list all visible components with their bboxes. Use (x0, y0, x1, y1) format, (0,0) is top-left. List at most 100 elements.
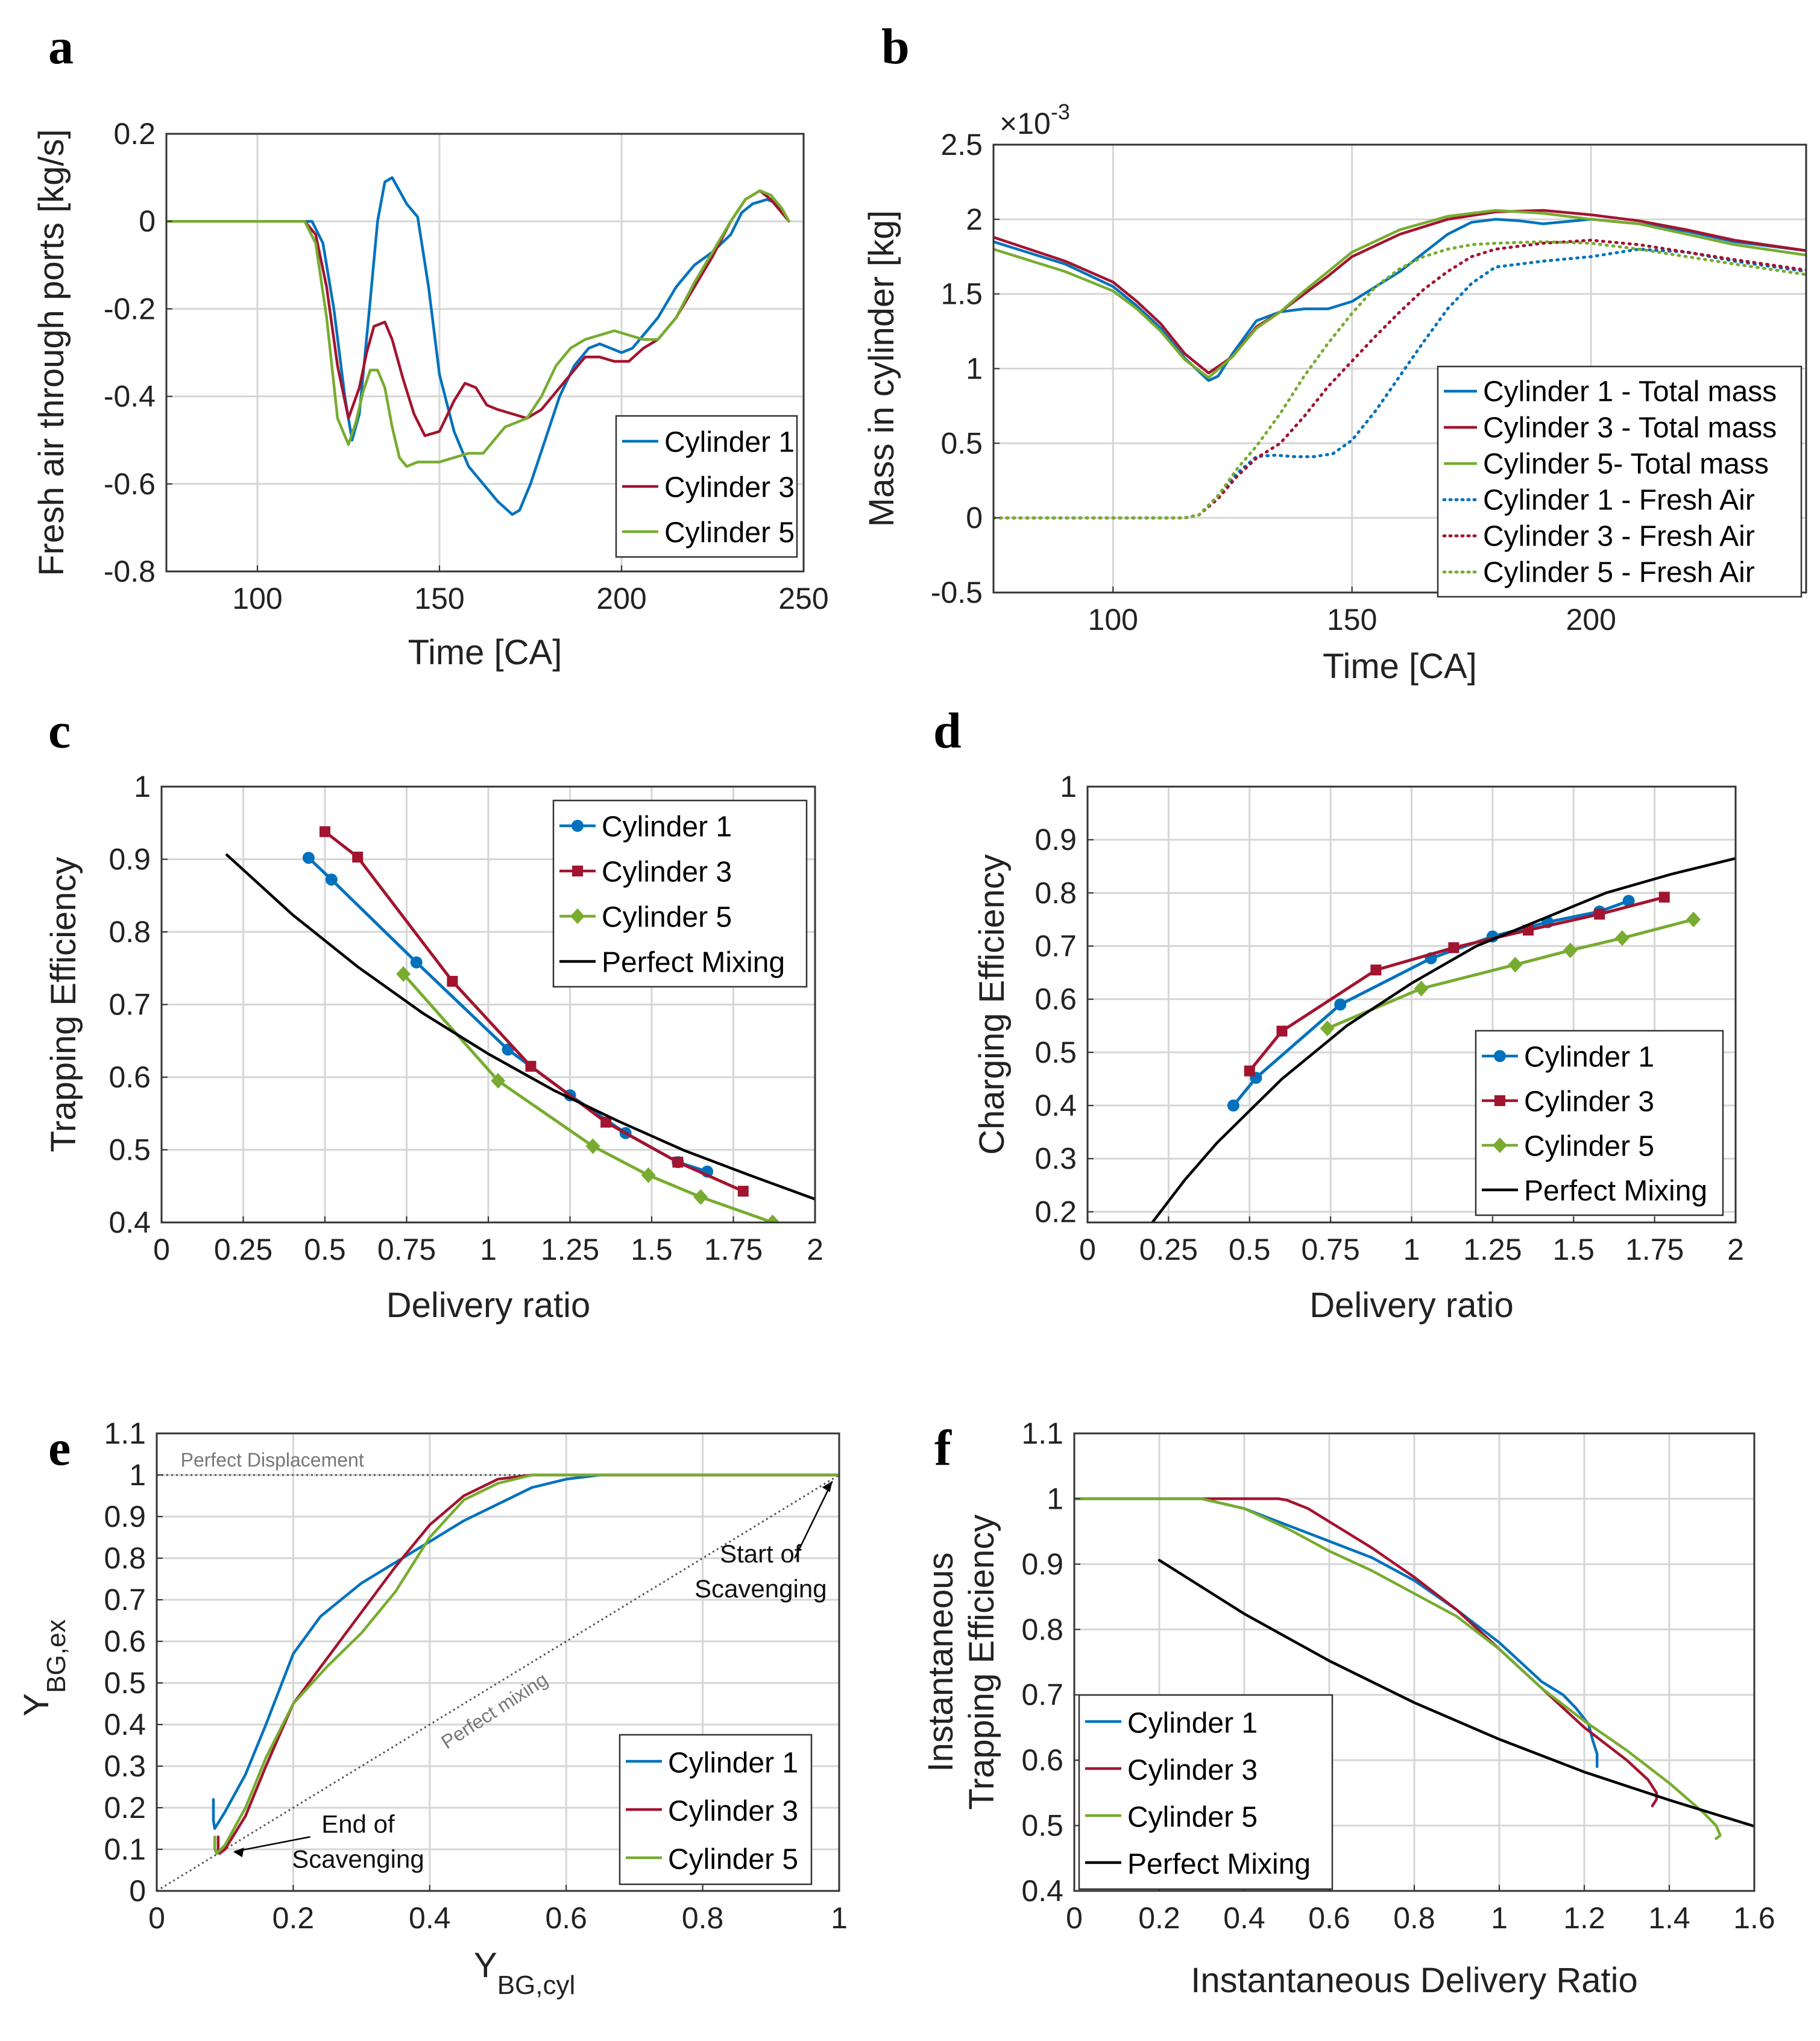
annotation-end-line2: Scavenging (292, 1844, 424, 1873)
data-point (1622, 895, 1635, 907)
y-tick-label: 0.9 (1021, 1547, 1063, 1581)
data-point (1276, 1025, 1288, 1037)
x-tick-label: 1.75 (704, 1233, 763, 1266)
y-tick-label: 1 (966, 352, 983, 386)
series-group (225, 826, 815, 1222)
x-axis-label: Time [CA] (408, 633, 562, 672)
x-tick-label: 0 (153, 1233, 170, 1266)
data-point (641, 1167, 656, 1183)
x-tick-label: 0.8 (1393, 1901, 1435, 1935)
data-point (737, 1186, 749, 1197)
legend-label: Cylinder 5 (1127, 1802, 1258, 1834)
x-axis-label-sub: BG,cyl (497, 1970, 576, 2000)
series-line (401, 972, 774, 1222)
data-point (302, 852, 315, 864)
series-line (1074, 1497, 1658, 1808)
legend: Cylinder 1 Cylinder 3 Cylinder 5 Perfect Mi… (1475, 1030, 1724, 1216)
panel-letter: e (48, 1420, 71, 1476)
x-tick-label: 0 (148, 1901, 165, 1935)
x-tick-label: 1 (1491, 1901, 1508, 1935)
annotation-perfect-displacement: Perfect Displacement (181, 1449, 364, 1471)
x-tick-label: 0.2 (272, 1901, 315, 1935)
data-point (1658, 892, 1670, 903)
legend-label: Cylinder 3 - Total mass (1483, 412, 1777, 444)
legend-box (1437, 365, 1803, 598)
y-tick-label: 0.2 (104, 1791, 146, 1825)
y-tick-label: 0.6 (109, 1060, 151, 1094)
y-tick-label: 0.2 (113, 117, 156, 151)
panel-a: a 100 150 200 250 -0.8 -0.6 -0.4 -0.2 0 0.2 Time [C… (32, 19, 829, 672)
data-point (491, 1073, 506, 1089)
x-tick-label: 2 (807, 1233, 823, 1266)
panel-letter: f (934, 1420, 952, 1476)
series-line (993, 240, 1806, 520)
annotation-start-line2: Scavenging (694, 1574, 827, 1603)
legend-label: Cylinder 1 (668, 1747, 798, 1779)
y-axis-label-line2: Trapping Efficiency (962, 1514, 1001, 1810)
axis-scale-label: ×10-3 (1000, 99, 1070, 140)
x-axis-label: Delivery ratio (386, 1286, 590, 1325)
legend-label: Cylinder 3 (1127, 1755, 1258, 1787)
x-tick-label: 0 (1066, 1901, 1083, 1935)
data-point (693, 1189, 708, 1205)
y-tick-label: 1 (129, 1458, 146, 1492)
x-tick-label: 100 (232, 582, 282, 615)
legend-label: Cylinder 1 (664, 426, 795, 458)
gridlines (162, 787, 815, 1222)
panel-letter: d (933, 703, 962, 759)
series-group (1074, 1497, 1754, 1840)
y-tick-label: 0.2 (1034, 1195, 1077, 1228)
legend-marker (1493, 1137, 1507, 1153)
data-point (1334, 998, 1347, 1011)
x-tick-label: 200 (1566, 603, 1616, 637)
data-point (1414, 981, 1429, 997)
y-tick-label: 0.7 (104, 1583, 146, 1617)
series-line (213, 1473, 839, 1855)
y-tick-label: 0.8 (104, 1541, 146, 1575)
legend-label: Cylinder 1 - Fresh Air (1483, 485, 1755, 517)
legend-label: Perfect Mixing (1127, 1849, 1311, 1881)
legend-label: Cylinder 5 (1524, 1130, 1654, 1162)
series-line (1326, 917, 1695, 1030)
y-tick-label: 0 (139, 204, 156, 238)
x-tick-label: 0.6 (1308, 1901, 1350, 1935)
axis-scale-base: ×10 (1000, 107, 1051, 140)
y-tick-label: 0.9 (1034, 823, 1077, 857)
x-tick-label: 0.5 (1229, 1233, 1271, 1266)
series-line (1232, 899, 1631, 1107)
series-line (166, 176, 791, 516)
legend-label: Cylinder 5 (668, 1844, 798, 1876)
x-tick-label: 1.2 (1563, 1901, 1605, 1935)
series-line (993, 239, 1806, 520)
x-tick-label: 0 (1079, 1233, 1096, 1266)
y-tick-label: 1 (134, 770, 151, 804)
legend: Cylinder 1 Cylinder 3 Cylinder 5 Perfect Mi… (1078, 1694, 1334, 1890)
y-tick-label: 0.8 (1034, 876, 1077, 910)
data-point (600, 1116, 612, 1128)
y-tick-label: 0.5 (1021, 1809, 1063, 1843)
panel-letter: a (48, 19, 74, 75)
series-line (993, 247, 1806, 520)
data-point (672, 1156, 684, 1168)
data-point (410, 956, 423, 969)
x-tick-label: 100 (1088, 603, 1138, 637)
annotation-end-arrowhead (233, 1848, 244, 1858)
data-point (1320, 1020, 1335, 1037)
x-tick-label: 0.25 (214, 1233, 272, 1266)
x-tick-label: 1 (1403, 1233, 1420, 1266)
y-tick-label: 0.3 (1034, 1142, 1077, 1175)
x-axis-label-main: Y (474, 1946, 497, 1985)
legend-label: Cylinder 3 (602, 856, 732, 888)
x-tick-label: 0.4 (1223, 1901, 1265, 1935)
x-tick-label: 1 (480, 1233, 497, 1266)
y-tick-label: 0.9 (109, 843, 151, 876)
legend-label: Cylinder 5 - Fresh Air (1483, 557, 1755, 589)
y-tick-label: 0.6 (1034, 983, 1077, 1016)
y-tick-label: -0.8 (104, 555, 156, 588)
y-axis-label: Charging Efficiency (972, 854, 1012, 1155)
legend-label: Cylinder 3 (664, 471, 795, 503)
y-axis-label: Trapping Efficiency (44, 857, 83, 1152)
x-tick-label: 0.2 (1138, 1901, 1180, 1935)
x-tick-label: 1.5 (631, 1233, 673, 1266)
